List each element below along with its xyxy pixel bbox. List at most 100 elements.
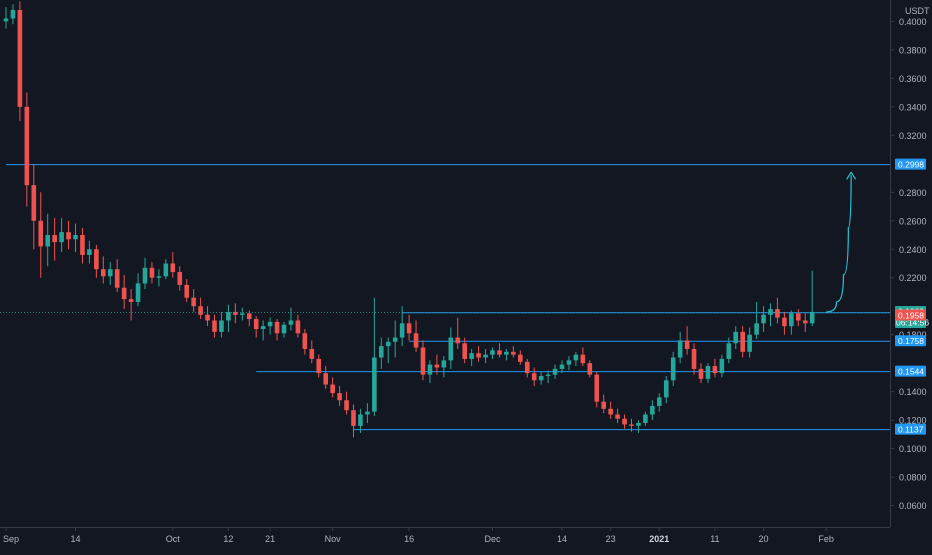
candle-80 [559,360,565,374]
candle-13 [94,244,99,278]
candle-body [149,267,155,278]
candle-33 [233,303,238,324]
candle-body [684,340,690,349]
candle-88 [615,408,620,424]
candle-95 [663,376,669,404]
candle-body [615,414,620,419]
candles-layer [3,1,815,438]
candle-26 [184,279,189,302]
candle-28 [198,297,203,320]
candle-body [406,323,412,334]
projection-layer [826,171,857,313]
candle-72 [504,348,509,361]
candle-75 [524,358,530,378]
prev-close-badge[interactable]: 0.1958 [895,309,926,321]
candle-body [358,414,363,426]
y-tick-label: 0.2400 [899,245,927,255]
candle-116 [809,270,815,327]
candle-body [677,340,683,358]
candle-90 [629,418,634,432]
candle-16 [114,259,120,292]
candle-body [726,343,732,359]
candle-body [434,364,440,368]
candle-body [580,354,586,364]
candle-23 [163,259,169,280]
x-tick-label: Feb [818,534,834,544]
candle-1 [10,4,16,25]
candle-24 [170,252,176,278]
candle-body [594,374,600,402]
candle-109 [761,306,766,332]
candle-body [121,287,127,300]
candle-4 [31,163,37,250]
candle-body [427,364,433,375]
candle-58 [406,314,412,341]
candle-2 [17,1,23,122]
x-tick-label: 16 [404,534,414,544]
candle-body [622,418,627,425]
candle-105 [733,326,739,349]
candle-89 [622,414,627,429]
candle-14 [101,256,106,284]
candle-81 [566,356,572,371]
x-tick-label: Dec [484,534,501,544]
candle-body [135,283,141,302]
candle-body [719,358,725,374]
price-axis: USDT [890,0,932,527]
candle-body [17,9,23,107]
candle-98 [684,326,690,355]
level-badge-2[interactable]: 0.1758 [895,335,926,347]
candle-body [768,309,773,315]
time-axis [0,527,932,550]
x-tick-label: 20 [759,534,769,544]
candle-body [413,333,419,348]
candle-body [59,232,64,243]
y-tick-label: 0.3200 [899,131,927,141]
candle-body [796,313,801,321]
candle-body [246,313,252,320]
level-badge-0-box [895,158,926,170]
candle-65 [455,317,461,349]
x-tick-label: 14 [70,534,80,544]
candle-body [538,376,544,381]
candle-body [663,380,669,398]
candle-45 [316,354,322,378]
level-badge-3[interactable]: 0.1544 [895,365,926,377]
candle-43 [302,329,308,355]
candle-52 [365,403,370,424]
candle-10 [73,223,78,253]
candle-82 [573,351,579,367]
candle-96 [670,351,676,386]
candle-12 [87,240,92,264]
level-badge-4[interactable]: 0.1137 [895,423,926,435]
candle-body [184,284,189,298]
projection-arrowhead [846,171,857,180]
candle-46 [323,366,328,389]
x-tick-label: 11 [710,534,719,544]
y-tick-label: 0.3600 [899,74,927,84]
candle-body [545,374,551,377]
candle-body [504,351,509,355]
x-tick-label: 21 [265,534,275,544]
candle-body [344,400,349,411]
candle-body [379,346,384,358]
candle-104 [726,337,732,364]
candle-body [240,313,245,315]
candle-59 [413,320,419,352]
candle-body [267,321,273,327]
candle-body [691,348,697,369]
candle-102 [712,358,718,378]
candle-41 [288,307,294,331]
candle-body [3,18,9,22]
level-badge-0[interactable]: 0.2998 [895,158,926,170]
candle-54 [379,337,384,369]
candle-body [253,319,259,330]
candle-77 [538,371,544,385]
candle-56 [392,320,398,358]
candle-body [330,384,335,394]
price-badges: 0.29980.17580.15440.11370.196306:14:560.… [895,158,929,435]
candle-5 [38,192,44,278]
candle-body [351,410,356,426]
